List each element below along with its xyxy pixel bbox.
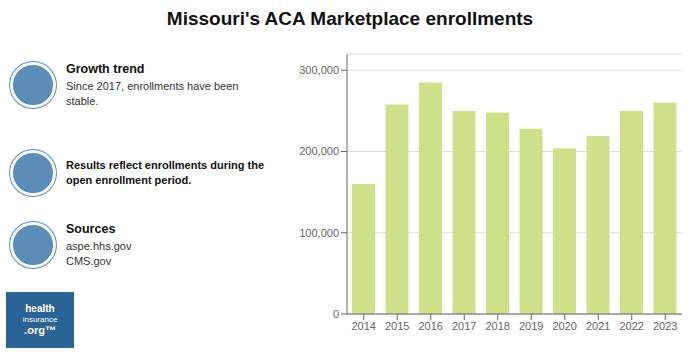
html-text:Results reflect enrollments du: Results reflect enrollments during the o… (66, 159, 264, 186)
svg-text:100,000: 100,000 (299, 227, 339, 239)
svg-text:2019: 2019 (519, 320, 543, 332)
svg-text:2018: 2018 (486, 320, 510, 332)
html-text:Since 2017, enrollments have b: Since 2017, enrollments have been stable… (66, 80, 239, 107)
svg-text:300,000: 300,000 (299, 64, 339, 76)
svg-text:0: 0 (333, 308, 339, 320)
html-text:.org™: .org™ (24, 324, 56, 336)
svg-text:2022: 2022 (620, 320, 644, 332)
html-text:aspe.hhs.gov CMS.gov: aspe.hhs.gov CMS.gov (66, 240, 132, 267)
html-text:health: health (25, 303, 55, 315)
html-text:Missouri's ACA Marketplace enr: Missouri's ACA Marketplace enrollments (166, 8, 534, 29)
svg-text:2016: 2016 (419, 320, 443, 332)
svg-text:2021: 2021 (586, 320, 610, 332)
svg-text:2014: 2014 (352, 320, 376, 332)
svg-text:2015: 2015 (385, 320, 409, 332)
html-text:Sources: Sources (66, 222, 116, 236)
html-text:insurance: insurance (22, 314, 58, 324)
svg-text:2017: 2017 (452, 320, 476, 332)
svg-text:2023: 2023 (653, 320, 677, 332)
svg-text:2020: 2020 (553, 320, 577, 332)
html-text:Growth trend: Growth trend (66, 62, 145, 76)
svg-text:200,000: 200,000 (299, 145, 339, 157)
